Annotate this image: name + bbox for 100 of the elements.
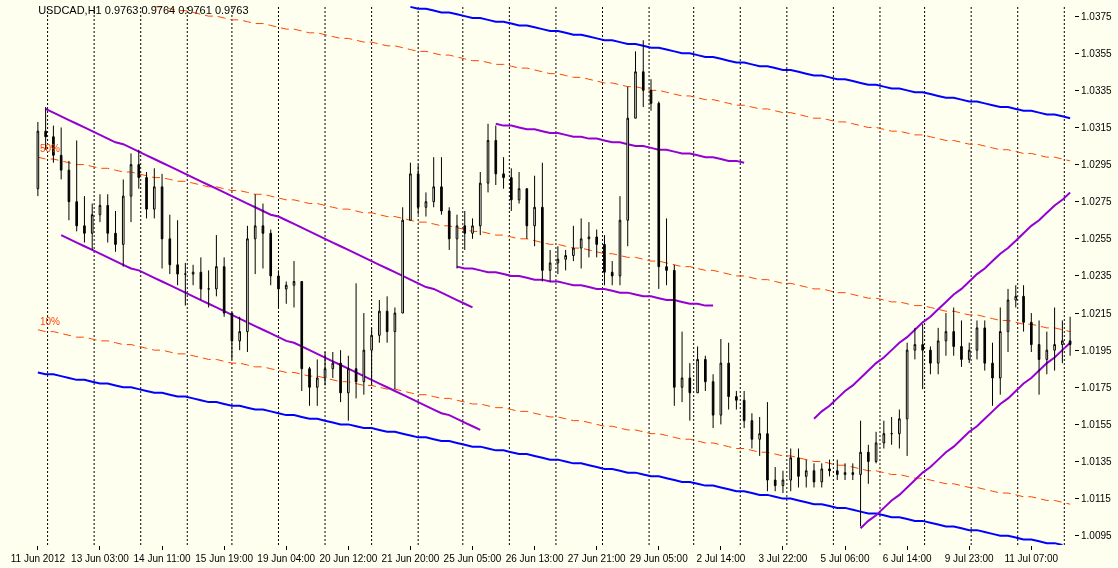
candlestick [432,156,436,208]
candlestick [789,448,793,492]
x-tick-label: 29 Jun 05:00 [629,553,689,564]
candlestick [665,217,668,286]
x-tick-label: 15 Jun 19:00 [195,553,254,564]
y-tick-label: 1.0095 [1081,530,1113,542]
line-series [36,371,1064,545]
candlestick [83,195,86,244]
candlestick [913,327,917,360]
candlestick [781,470,785,494]
candlestick [626,86,630,247]
candlestick [680,331,684,403]
annotation: 10% [40,316,61,327]
y-tick-label: 1.0295 [1081,159,1113,171]
candlestick [960,319,963,368]
candlestick [952,306,956,357]
candlestick [269,229,273,286]
candlestick [688,362,692,422]
y-tick-label: 1.0315 [1081,121,1113,133]
x-tick-label: 20 Jun 12:00 [319,553,378,564]
candlestick [207,269,210,308]
x-tick-label: 2 Jul 14:00 [696,553,746,564]
candlestick [766,401,769,492]
candlestick [804,459,808,488]
candlestick [975,319,979,360]
candlestick [347,355,350,422]
candlestick [898,409,901,450]
candlestick [339,349,342,403]
x-tick-label: 6 Jul 14:00 [882,553,933,564]
candlestick [401,206,404,314]
candlestick [991,342,994,407]
candlestick [1022,284,1025,333]
candlestick [440,156,443,216]
candlestick [152,167,156,219]
candlestick [1006,288,1010,353]
candlestick [517,171,521,205]
candlestick [393,306,397,390]
x-tick-label: 13 Jun 03:00 [71,553,130,564]
candlestick [618,195,622,286]
candlestick [129,152,133,223]
candlestick [657,100,661,290]
candlestick [797,448,800,488]
candlestick [564,249,567,271]
candlestick [541,162,544,282]
line-series [60,234,482,431]
candlestick [222,256,226,318]
x-tick-label: 27 Jun 21:00 [567,553,627,564]
y-tick-label: 1.0195 [1081,344,1113,356]
candlestick [641,39,645,108]
line-series [813,191,1072,420]
candlestick [859,420,862,527]
candlestick [696,345,699,394]
candlestick [548,249,552,282]
y-tick-label: 1.0215 [1081,307,1113,319]
candlestick [812,462,816,488]
candlestick [36,121,40,197]
candlestick [1053,306,1056,372]
candlestick [905,342,909,457]
line-series [494,122,746,164]
candlestick [160,173,164,270]
candlestick [820,462,824,488]
candlestick [121,178,125,268]
candlestick [672,264,676,407]
x-tick-label: 11 Jul 07:00 [1004,553,1059,564]
candlestick [284,280,288,305]
y-tick-label: 1.0335 [1081,84,1113,96]
candlestick [704,355,707,392]
candlestick [595,229,598,258]
candlestick [67,160,71,221]
candlestick [1037,319,1041,396]
candlestick [486,123,490,193]
candlestick [1030,312,1033,353]
candlestick [1045,331,1049,375]
candlestick [409,162,412,221]
candlestick [354,282,358,399]
x-tick-label: 19 Jun 04:00 [257,553,316,564]
candlestick [773,466,777,492]
candlestick [315,358,319,407]
candlestick [106,193,110,244]
candlestick [719,338,723,425]
y-tick-label: 1.0175 [1081,381,1113,393]
candlestick [378,299,381,344]
candlestick [929,345,932,375]
candlestick [199,256,203,301]
candlestick [98,193,102,223]
candlestick [851,462,855,481]
candlestick [191,264,195,286]
y-tick-label: 1.0135 [1081,455,1113,467]
candlestick [727,342,730,411]
candlestick [59,126,63,180]
candlestick [494,125,498,186]
candlestick [758,416,761,457]
y-tick-label: 1.0115 [1081,493,1112,505]
candlestick [145,171,148,219]
candlestick [455,214,459,270]
x-tick-label: 14 Jun 11:00 [133,553,192,564]
y-tick-label: 1.0275 [1081,196,1113,208]
candlestick [502,156,505,190]
candlestick [114,210,117,253]
x-tick-label: 9 Jul 23:00 [944,553,995,564]
